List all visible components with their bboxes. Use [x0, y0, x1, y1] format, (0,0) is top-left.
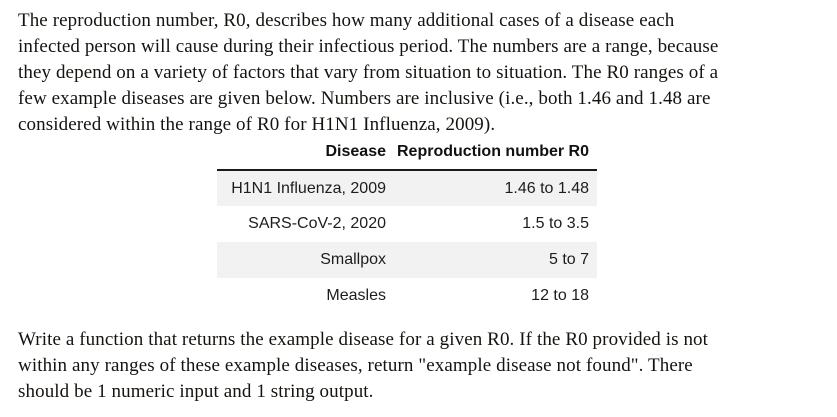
intro-line: The reproduction number, R0, describes h…: [18, 10, 675, 31]
table-row: SARS-CoV-2, 2020 1.5 to 3.5: [217, 206, 597, 242]
intro-line: considered within the range of R0 for H1…: [18, 114, 496, 135]
r0-cell: 1.46 to 1.48: [504, 179, 589, 197]
header-row: Disease Reproduction number R0: [217, 140, 597, 171]
table-row: H1N1 Influenza, 2009 1.46 to 1.48: [217, 170, 597, 206]
intro-paragraph: The reproduction number, R0, describes h…: [18, 8, 718, 138]
r0-table-body: H1N1 Influenza, 2009 1.46 to 1.48 SARS-C…: [217, 170, 597, 314]
r0-column-header: Reproduction number R0: [389, 140, 597, 171]
task-line: Write a function that returns the exampl…: [18, 329, 709, 350]
task-paragraph: Write a function that returns the exampl…: [18, 327, 708, 405]
r0-table-header: Disease Reproduction number R0: [217, 140, 597, 171]
task-line: within any ranges of these example disea…: [18, 355, 693, 376]
table-row: Smallpox 5 to 7: [217, 242, 597, 278]
r0-cell: 12 to 18: [531, 287, 589, 304]
intro-line: infected person will cause during their …: [18, 36, 719, 57]
disease-cell: H1N1 Influenza, 2009: [231, 179, 386, 197]
task-line: should be 1 numeric input and 1 string o…: [18, 381, 374, 402]
disease-column-header: Disease: [217, 140, 389, 171]
r0-table: Disease Reproduction number R0 H1N1 Infl…: [217, 140, 597, 314]
r0-cell: 5 to 7: [548, 251, 589, 268]
r0-cell: 1.5 to 3.5: [522, 215, 589, 232]
disease-cell: SARS-CoV-2, 2020: [248, 215, 386, 232]
disease-cell: Smallpox: [320, 251, 386, 268]
disease-cell: Measles: [326, 287, 386, 304]
intro-line: few example diseases are given below. Nu…: [18, 88, 711, 109]
intro-line: they depend on a variety of factors that…: [18, 62, 719, 83]
table-row: Measles 12 to 18: [217, 278, 597, 314]
